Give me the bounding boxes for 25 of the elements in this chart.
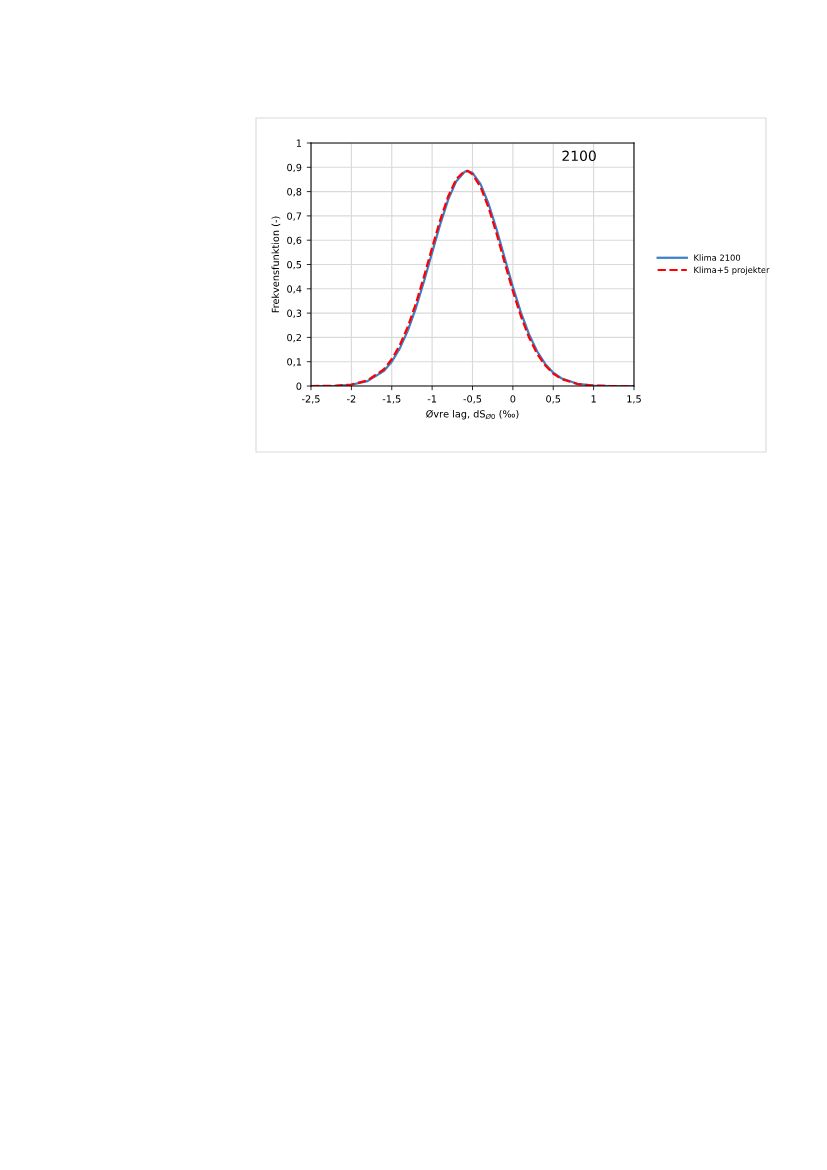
- x-tick-label: 0: [510, 395, 516, 403]
- x-axis-title: Øvre lag, dS$_{Ø0}$ (‰): [426, 409, 519, 420]
- x-tick-label: -1: [427, 395, 437, 403]
- y-tick-label: 0: [296, 382, 302, 390]
- y-tick-label: 1: [296, 139, 302, 147]
- y-tick-label: 0,8: [287, 188, 302, 197]
- annotation: 2100: [562, 150, 596, 162]
- y-tick-label: 0,2: [287, 333, 301, 343]
- x-tick-label: -2: [347, 395, 356, 403]
- y-tick-label: 0,1: [287, 358, 302, 367]
- y-tick-label: 0,7: [287, 212, 302, 221]
- y-tick-label: 0,6: [287, 236, 302, 246]
- legend-label: Klima 2100: [694, 254, 741, 261]
- x-tick-label: -1,5: [382, 395, 401, 404]
- x-tick-label: -2,5: [301, 395, 320, 404]
- x-tick-label: 1: [591, 395, 596, 403]
- y-tick-label: 0,4: [287, 285, 302, 294]
- x-tick-label: 1,5: [627, 395, 641, 404]
- legend-label: Klima+5 projekter: [694, 266, 770, 275]
- y-tick-label: 0,5: [287, 260, 302, 270]
- x-tick-label: -0,5: [463, 395, 482, 404]
- y-tick-label: 0,9: [287, 163, 302, 173]
- y-axis-title: Frekvensfunktion (-): [271, 216, 281, 313]
- x-tick-label: 0,5: [546, 395, 561, 404]
- y-tick-label: 0,3: [287, 309, 302, 318]
